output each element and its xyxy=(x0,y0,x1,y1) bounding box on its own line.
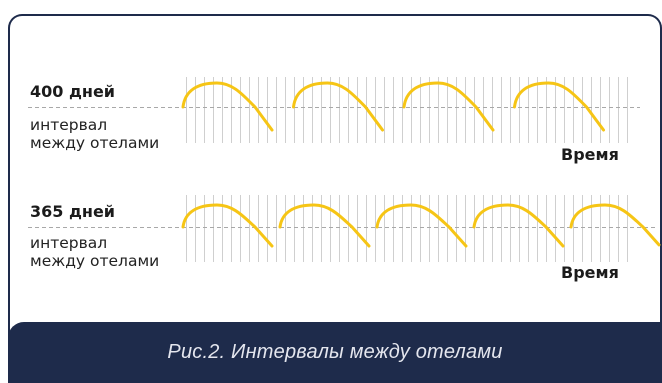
lactation-curve xyxy=(181,81,274,132)
lactation-curve xyxy=(181,203,274,248)
figure-caption: Рис.2. Интервалы между отелами xyxy=(167,341,503,363)
interval-description-line2: между отелами xyxy=(30,252,160,270)
caption-bar: Рис.2. Интервалы между отелами xyxy=(8,322,662,383)
lactation-curve xyxy=(278,203,371,248)
lactation-curve xyxy=(402,81,495,132)
lactation-curve xyxy=(375,203,468,248)
lactation-curve xyxy=(472,203,565,248)
calving-interval-value: 400 дней xyxy=(30,82,116,101)
interval-description-line1: интервал xyxy=(30,234,108,252)
figure-frame xyxy=(8,14,662,383)
calving-interval-value: 365 дней xyxy=(30,202,116,221)
interval-description: интервал между отелами xyxy=(30,234,159,270)
interval-row-graphics xyxy=(28,77,640,143)
time-axis-label: Время xyxy=(561,145,619,164)
interval-description: интервал между отелами xyxy=(30,116,159,152)
lactation-curve xyxy=(513,81,605,132)
interval-row-graphics xyxy=(28,195,661,262)
lactation-curve xyxy=(292,81,384,132)
time-axis-label: Время xyxy=(561,263,619,282)
interval-description-line1: интервал xyxy=(30,116,108,134)
interval-description-line2: между отелами xyxy=(30,134,160,152)
lactation-curve xyxy=(569,203,661,247)
